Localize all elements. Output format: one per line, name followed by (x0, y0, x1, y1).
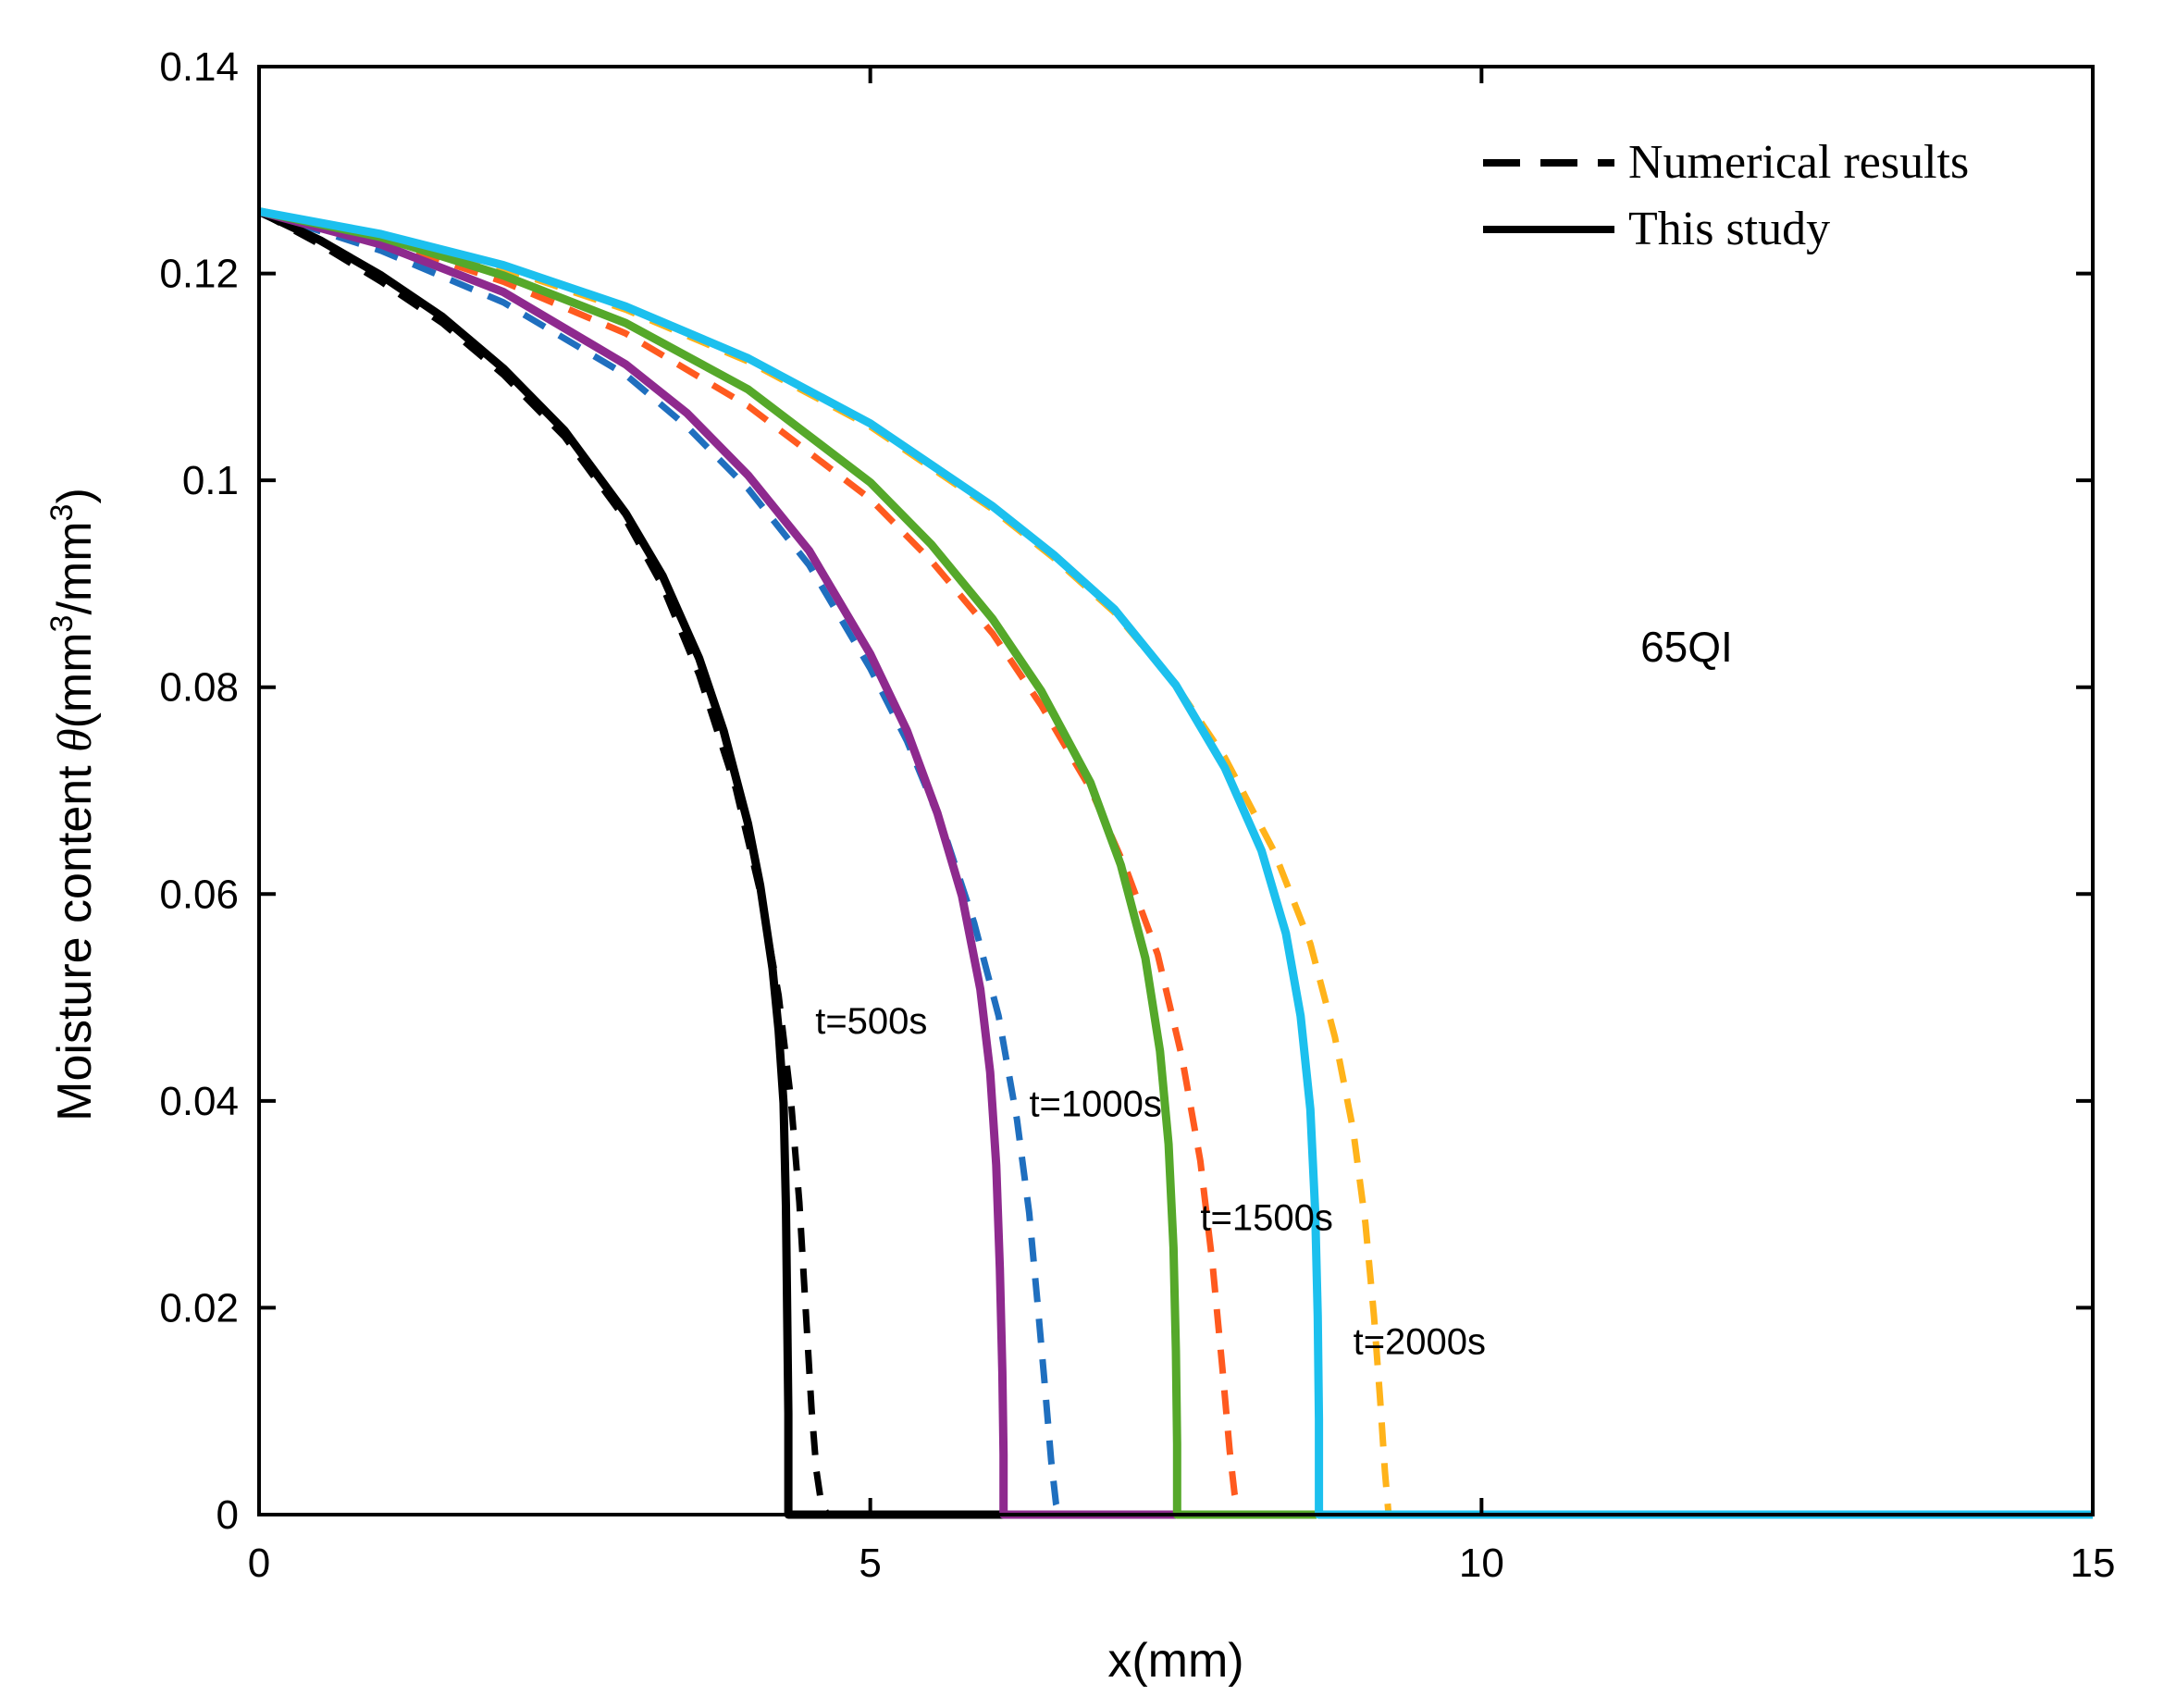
y-tick-label-7: 0.14 (159, 44, 239, 90)
y-tick-label-6: 0.12 (159, 252, 239, 297)
series-line-1 (257, 207, 1005, 1519)
series-line-7 (258, 207, 2093, 1519)
y-axis-label-close: ) (48, 488, 102, 503)
x-axis-label: x(mm) (1107, 1634, 1243, 1688)
axes-frame (257, 65, 2095, 1516)
y-axis-label-sup1: 3 (44, 615, 80, 633)
annotation-1: t=500s (815, 1001, 927, 1042)
y-tick-label-2: 0.04 (159, 1079, 239, 1124)
series-line-4 (258, 208, 1243, 1516)
y-axis-label-unit2: /mm (48, 521, 102, 614)
annotation-4: t=2000s (1354, 1322, 1486, 1363)
annotation-2: t=1000s (1029, 1084, 1161, 1125)
x-tick-label-3: 15 (2071, 1541, 2116, 1586)
x-tick-label-0: 0 (248, 1541, 270, 1586)
annotation-3: t=1500s (1200, 1198, 1332, 1239)
annotation-0: 65QI (1640, 623, 1733, 671)
y-tick-label-5: 0.1 (182, 458, 239, 503)
x-tick-label-2: 10 (1459, 1541, 1504, 1586)
y-axis-label-theta: θ (49, 728, 102, 752)
y-tick-label-0: 0 (216, 1492, 239, 1538)
tick-labels-layer: 0 5 10 15 0 0.02 0.04 0.06 0.08 0.1 0.12 0.14 (159, 44, 2115, 1586)
legend-label-numerical: Numerical results (1628, 136, 1969, 189)
y-axis-label-unit: (mm (48, 632, 102, 728)
legend-label-this-study: This study (1628, 203, 1830, 255)
series-layer (257, 207, 2093, 1519)
x-tick-label-1: 5 (859, 1541, 881, 1586)
y-axis-label: Moisture content θ(mm3/mm3) (44, 488, 102, 1121)
legend: Numerical results This study (1483, 136, 1969, 255)
ticks-layer (257, 65, 2095, 1516)
y-tick-label-4: 0.08 (159, 665, 239, 711)
series-line-2 (257, 208, 1063, 1516)
y-tick-label-1: 0.02 (159, 1285, 239, 1331)
series-line-5 (258, 207, 1317, 1519)
annotations-layer: 65QI t=500s t=1000s t=1500s t=2000s (815, 623, 1733, 1363)
y-tick-label-3: 0.06 (159, 872, 239, 917)
y-axis-label-text: Moisture content (48, 752, 102, 1121)
series-line-3 (257, 207, 1176, 1519)
y-axis-label-sup2: 3 (44, 504, 80, 522)
